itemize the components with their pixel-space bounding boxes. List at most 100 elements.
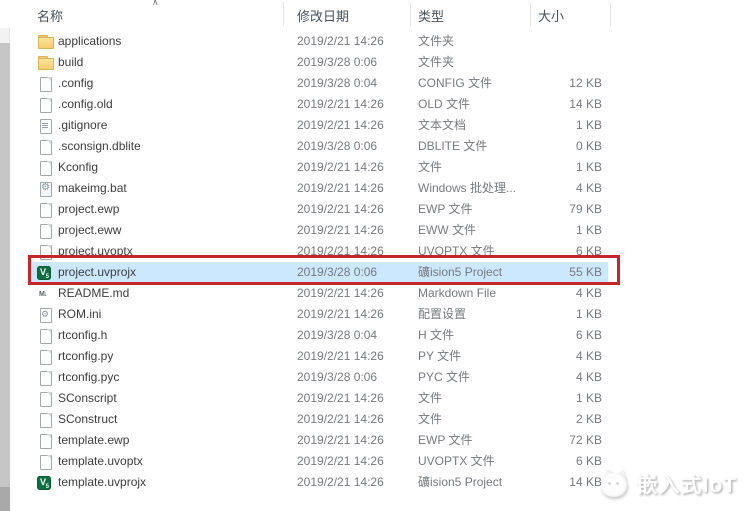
file-row[interactable]: README.md 2019/2/21 14:26 Markdown File … [0,283,751,304]
column-header-bar: ∧ 名称 修改日期 类型 大小 [0,0,751,28]
file-size: 2 KB [575,412,602,426]
column-resize-handle[interactable] [410,2,411,26]
ini-file-icon [37,307,53,323]
column-header-size[interactable]: 大小 [538,9,565,24]
file-type: DBLITE 文件 [418,139,488,153]
file-name: project.uvoptx [58,244,133,258]
file-date-modified: 2019/3/28 0:06 [297,139,378,153]
file-size: 1 KB [575,160,602,174]
scrollbar-thumb-end[interactable] [0,487,10,511]
file-type: Markdown File [418,286,497,300]
file-row[interactable]: template.ewp 2019/2/21 14:26 EWP 文件 72 K… [0,430,751,451]
markdown-file-icon [37,286,53,302]
file-date-modified: 2019/2/21 14:26 [297,202,384,216]
file-name: rtconfig.h [58,328,108,342]
file-date-modified: 2019/2/21 14:26 [297,244,384,258]
file-row[interactable]: project.ewp 2019/2/21 14:26 EWP 文件 79 KB [0,199,751,220]
file-name: .sconsign.dblite [58,139,141,153]
file-type: 文件 [418,412,443,426]
file-name: template.uvprojx [58,475,147,489]
column-resize-handle[interactable] [530,2,531,26]
file-icon [37,139,53,155]
file-name: project.uvprojx [58,265,137,279]
file-row[interactable]: rtconfig.h 2019/3/28 0:04 H 文件 6 KB [0,325,751,346]
file-date-modified: 2019/2/21 14:26 [297,391,384,405]
file-date-modified: 2019/2/21 14:26 [297,97,384,111]
file-icon [37,370,53,386]
file-row[interactable]: template.uvoptx 2019/2/21 14:26 UVOPTX 文… [0,451,751,472]
file-date-modified: 2019/2/21 14:26 [297,475,384,489]
file-name: applications [58,34,122,48]
file-size: 4 KB [575,370,602,384]
file-type: EWP 文件 [418,433,473,447]
file-type: 文件夹 [418,55,455,69]
file-row[interactable]: .config 2019/3/28 0:04 CONFIG 文件 12 KB [0,73,751,94]
file-date-modified: 2019/3/28 0:04 [297,328,378,342]
column-header-name[interactable]: 名称 [37,9,64,24]
file-date-modified: 2019/3/28 0:06 [297,55,378,69]
file-type: PY 文件 [418,349,462,363]
file-size: 4 KB [575,349,602,363]
file-type: 配置设置 [418,307,467,321]
file-row[interactable]: .config.old 2019/2/21 14:26 OLD 文件 14 KB [0,94,751,115]
file-date-modified: 2019/3/28 0:06 [297,370,378,384]
file-row[interactable]: ROM.ini 2019/2/21 14:26 配置设置 1 KB [0,304,751,325]
file-row[interactable]: build 2019/3/28 0:06 文件夹 [0,52,751,73]
file-row[interactable]: project.eww 2019/2/21 14:26 EWW 文件 1 KB [0,220,751,241]
file-date-modified: 2019/2/21 14:26 [297,433,384,447]
folder-icon [37,55,54,71]
scrollbar-thumb[interactable] [0,43,10,487]
file-size: 6 KB [575,454,602,468]
file-row-selected[interactable]: project.uvprojx 2019/3/28 0:06 礦ision5 P… [0,262,751,283]
file-name: makeimg.bat [58,181,127,195]
file-date-modified: 2019/2/21 14:26 [297,307,384,321]
folder-icon [37,34,54,50]
file-row[interactable]: makeimg.bat 2019/2/21 14:26 Windows 批处理.… [0,178,751,199]
file-type: 文件 [418,391,443,405]
file-size: 12 KB [569,76,602,90]
file-size: 72 KB [569,433,602,447]
column-resize-handle[interactable] [610,2,611,26]
file-row[interactable]: .sconsign.dblite 2019/3/28 0:06 DBLITE 文… [0,136,751,157]
file-icon [37,454,53,470]
file-size: 14 KB [569,97,602,111]
file-size: 1 KB [575,118,602,132]
file-row[interactable]: project.uvoptx 2019/2/21 14:26 UVOPTX 文件… [0,241,751,262]
file-row[interactable]: SConscript 2019/2/21 14:26 文件 1 KB [0,388,751,409]
file-date-modified: 2019/2/21 14:26 [297,454,384,468]
file-type: Windows 批处理... [418,181,517,195]
file-icon [37,328,53,344]
file-row[interactable]: Kconfig 2019/2/21 14:26 文件 1 KB [0,157,751,178]
bat-file-icon [37,181,53,197]
file-size: 6 KB [575,244,602,258]
column-header-date-modified[interactable]: 修改日期 [297,9,350,24]
file-icon [37,76,53,92]
file-row[interactable]: rtconfig.pyc 2019/3/28 0:06 PYC 文件 4 KB [0,367,751,388]
file-name: .config [58,76,94,90]
file-name: build [58,55,84,69]
file-date-modified: 2019/2/21 14:26 [297,412,384,426]
file-size: 14 KB [569,475,602,489]
file-type: UVOPTX 文件 [418,244,495,258]
column-header-type[interactable]: 类型 [418,9,445,24]
file-date-modified: 2019/2/21 14:26 [297,34,384,48]
column-resize-handle[interactable] [283,2,284,26]
file-row[interactable]: applications 2019/2/21 14:26 文件夹 [0,31,751,52]
file-row[interactable]: template.uvprojx 2019/2/21 14:26 礦ision5… [0,472,751,493]
file-date-modified: 2019/2/21 14:26 [297,181,384,195]
file-size: 4 KB [575,181,602,195]
file-name: template.ewp [58,433,130,447]
file-name: Kconfig [58,160,99,174]
file-row[interactable]: SConstruct 2019/2/21 14:26 文件 2 KB [0,409,751,430]
file-type: 文本文档 [418,118,467,132]
file-type: UVOPTX 文件 [418,454,495,468]
file-row[interactable]: rtconfig.py 2019/2/21 14:26 PY 文件 4 KB [0,346,751,367]
file-size: 55 KB [569,265,602,279]
file-row[interactable]: .gitignore 2019/2/21 14:26 文本文档 1 KB [0,115,751,136]
file-date-modified: 2019/2/21 14:26 [297,349,384,363]
file-name: rtconfig.py [58,349,114,363]
file-icon [37,412,53,428]
file-type: 礦ision5 Project [418,475,503,489]
file-name: rtconfig.pyc [58,370,120,384]
file-list: applications 2019/2/21 14:26 文件夹 build 2… [0,31,751,493]
